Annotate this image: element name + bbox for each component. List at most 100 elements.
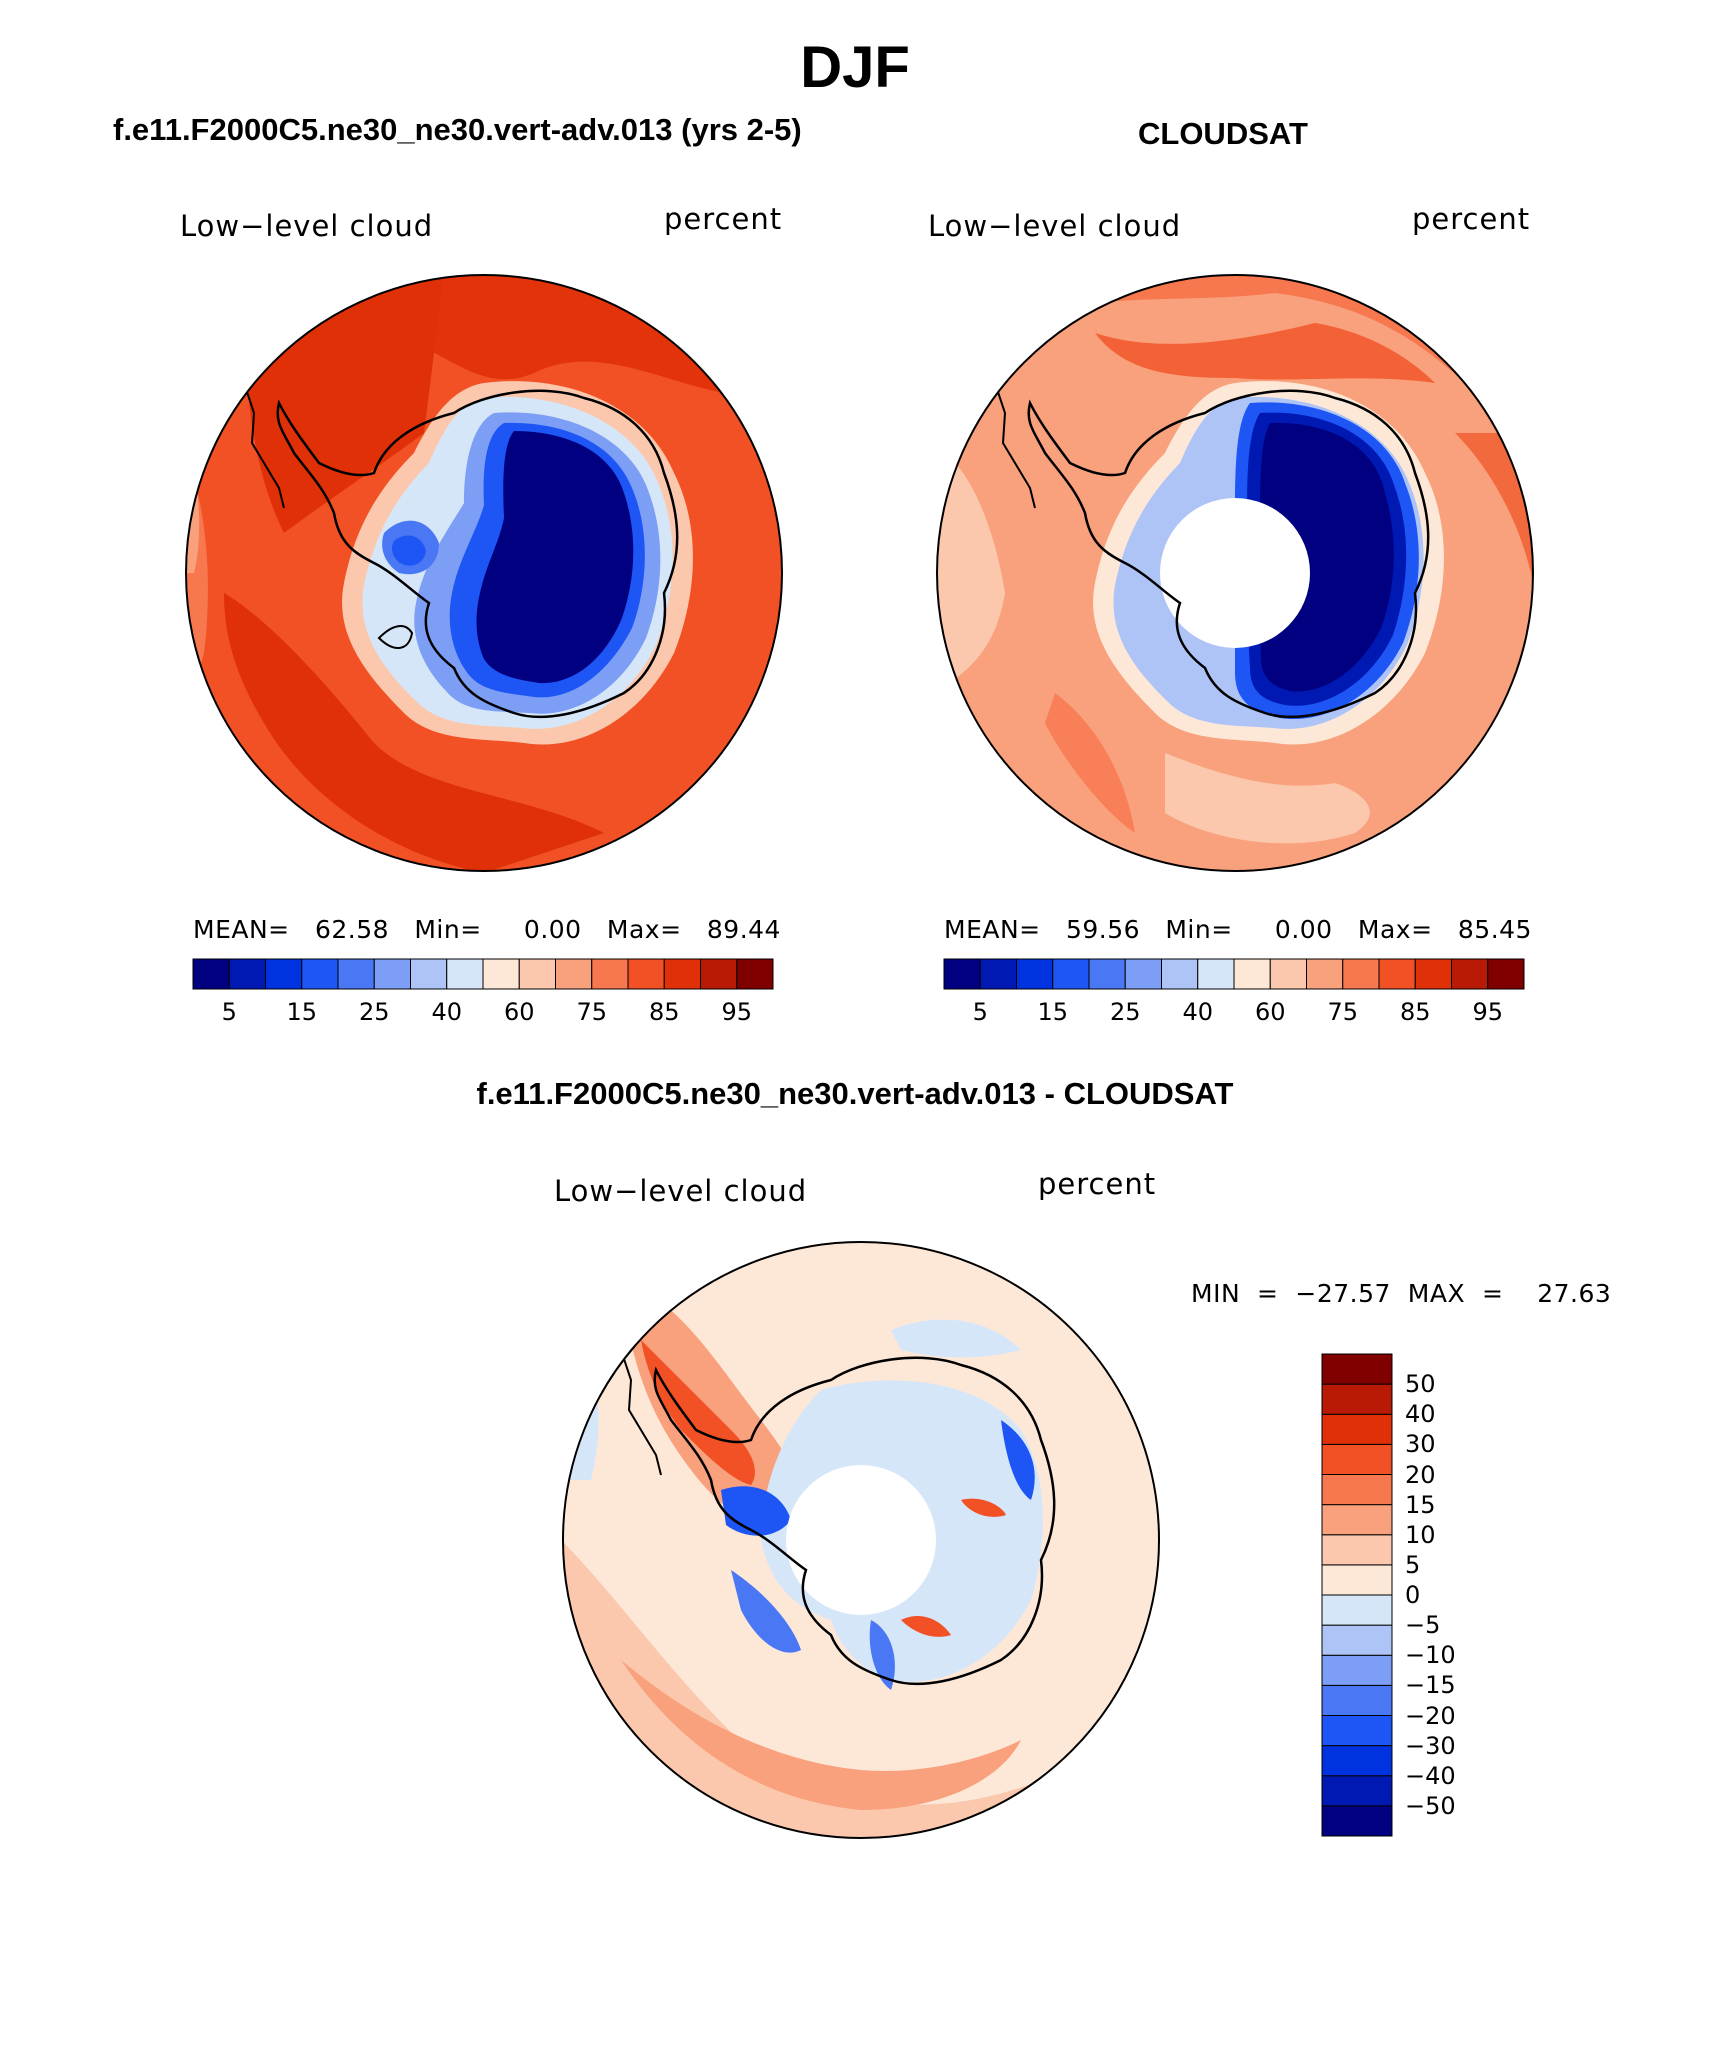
obs-colorbar-swatch <box>1342 958 1380 990</box>
obs-colorbar-tick-label: 40 <box>1182 998 1214 1026</box>
model-panel-title: f.e11.F2000C5.ne30_ne30.vert-adv.013 (yr… <box>113 112 802 147</box>
diff-colorbar-tick-label: 5 <box>1405 1550 1421 1579</box>
model-colorbar-swatch <box>446 958 484 990</box>
model-colorbar-swatch <box>555 958 593 990</box>
model-colorbar-tick-label: 40 <box>431 998 463 1026</box>
model-colorbar-swatch <box>192 958 230 990</box>
diff-colorbar-swatch <box>1321 1413 1393 1445</box>
obs-colorbar-tick-label: 15 <box>1037 998 1069 1026</box>
diff-colorbar-tick-label: 40 <box>1405 1400 1436 1429</box>
model-colorbar-swatch <box>301 958 339 990</box>
diff-colorbar-swatch <box>1321 1775 1393 1807</box>
model-colorbar-swatch <box>337 958 375 990</box>
obs-colorbar-swatch <box>1269 958 1307 990</box>
model-colorbar-swatch <box>373 958 411 990</box>
obs-colorbar-tick-label: 25 <box>1109 998 1141 1026</box>
model-colorbar-swatch <box>518 958 556 990</box>
figure-title: DJF <box>800 35 910 100</box>
obs-colorbar-swatch <box>1016 958 1054 990</box>
diff-panel-title: f.e11.F2000C5.ne30_ne30.vert-adv.013 - C… <box>476 1076 1234 1111</box>
model-colorbar-swatch <box>265 958 303 990</box>
model-colorbar-swatch <box>627 958 665 990</box>
model-colorbar-tick-label: 85 <box>648 998 680 1026</box>
obs-colorbar-swatch <box>979 958 1017 990</box>
obs-colorbar-tick-label: 85 <box>1399 998 1431 1026</box>
obs-colorbar-tick-label: 5 <box>972 998 988 1026</box>
obs-stats: MEAN= 59.56 Min= 0.00 Max= 85.45 <box>944 915 1532 944</box>
obs-colorbar-swatch <box>1124 958 1162 990</box>
diff-colorbar-swatch <box>1321 1654 1393 1686</box>
obs-colorbar-tick-label: 75 <box>1327 998 1359 1026</box>
obs-variable-label: Low−level cloud <box>928 209 1182 243</box>
diff-colorbar-swatch <box>1321 1353 1393 1385</box>
obs-colorbar-swatch <box>1088 958 1126 990</box>
diff-colorbar-swatch <box>1321 1504 1393 1536</box>
diff-units-label: percent <box>1038 1167 1157 1201</box>
obs-colorbar-swatch <box>1197 958 1235 990</box>
model-colorbar-tick-label: 15 <box>286 998 318 1026</box>
obs-colorbar-ticks: 5 15 25 40 60 75 85 95 <box>944 998 1524 1028</box>
diff-colorbar-tick-label: −40 <box>1405 1761 1456 1790</box>
model-colorbar-tick-label: 95 <box>721 998 753 1026</box>
obs-units-label: percent <box>1412 202 1531 236</box>
diff-colorbar-tick-label: −15 <box>1405 1671 1456 1700</box>
obs-colorbar-swatch <box>1414 958 1452 990</box>
diff-colorbar-tick-label: −5 <box>1405 1611 1441 1640</box>
model-units-label: percent <box>664 202 783 236</box>
obs-colorbar-swatch <box>1161 958 1199 990</box>
diff-colorbar-swatch <box>1321 1745 1393 1777</box>
diff-colorbar-tick-label: 50 <box>1405 1370 1436 1399</box>
diff-colorbar-tick-label: 30 <box>1405 1430 1436 1459</box>
model-colorbar-tick-label: 60 <box>503 998 535 1026</box>
diff-colorbar-swatch <box>1321 1805 1393 1837</box>
model-colorbar-tick-label: 25 <box>358 998 390 1026</box>
diff-colorbar-swatch <box>1321 1684 1393 1716</box>
obs-colorbar-tick-label: 95 <box>1472 998 1504 1026</box>
diff-colorbar-tick-label: −10 <box>1405 1641 1456 1670</box>
diff-colorbar-swatch <box>1321 1474 1393 1506</box>
obs-panel-title: CLOUDSAT <box>1138 116 1308 151</box>
model-colorbar-swatch <box>663 958 701 990</box>
model-colorbar <box>192 958 774 990</box>
diff-map <box>562 1241 1160 1839</box>
diff-colorbar-swatch <box>1321 1594 1393 1626</box>
model-colorbar-swatch <box>736 958 774 990</box>
model-colorbar-swatch <box>700 958 738 990</box>
diff-colorbar-swatch <box>1321 1624 1393 1656</box>
obs-colorbar <box>943 958 1525 990</box>
diff-colorbar-tick-label: 10 <box>1405 1520 1436 1549</box>
diff-colorbar-swatch <box>1321 1443 1393 1475</box>
diff-colorbar-tick-label: −30 <box>1405 1731 1456 1760</box>
diff-colorbar-tick-label: 0 <box>1405 1581 1421 1609</box>
diff-colorbar-tick-label: −50 <box>1405 1791 1456 1820</box>
diff-variable-label: Low−level cloud <box>554 1174 808 1208</box>
diff-colorbar-ticks: 50 40 30 20 15 10 5 0 −5 −10 −15 −20 −30 −40 −50 <box>1405 1354 1525 1836</box>
diff-colorbar-swatch <box>1321 1383 1393 1415</box>
diff-colorbar-swatch <box>1321 1534 1393 1566</box>
model-colorbar-swatch <box>591 958 629 990</box>
obs-colorbar-tick-label: 60 <box>1254 998 1286 1026</box>
obs-colorbar-swatch <box>1052 958 1090 990</box>
model-colorbar-tick-label: 5 <box>221 998 237 1026</box>
obs-colorbar-swatch <box>1451 958 1489 990</box>
model-variable-label: Low−level cloud <box>180 209 434 243</box>
model-colorbar-tick-label: 75 <box>576 998 608 1026</box>
model-colorbar-ticks: 5 15 25 40 60 75 85 95 <box>193 998 773 1028</box>
diff-colorbar-tick-label: 15 <box>1405 1490 1436 1519</box>
model-colorbar-swatch <box>228 958 266 990</box>
diff-colorbar <box>1321 1353 1393 1837</box>
obs-colorbar-swatch <box>1306 958 1344 990</box>
model-stats: MEAN= 62.58 Min= 0.00 Max= 89.44 <box>193 915 781 944</box>
model-colorbar-swatch <box>482 958 520 990</box>
diff-colorbar-tick-label: −20 <box>1405 1701 1456 1730</box>
obs-colorbar-swatch <box>1487 958 1525 990</box>
obs-map <box>936 274 1534 872</box>
model-map <box>185 274 783 872</box>
diff-colorbar-swatch <box>1321 1715 1393 1747</box>
diff-colorbar-swatch <box>1321 1564 1393 1596</box>
diff-stats: MIN = −27.57 MAX = 27.63 <box>1191 1279 1612 1308</box>
obs-colorbar-swatch <box>1378 958 1416 990</box>
model-colorbar-swatch <box>410 958 448 990</box>
diff-colorbar-tick-label: 20 <box>1405 1460 1436 1489</box>
obs-colorbar-swatch <box>1233 958 1271 990</box>
